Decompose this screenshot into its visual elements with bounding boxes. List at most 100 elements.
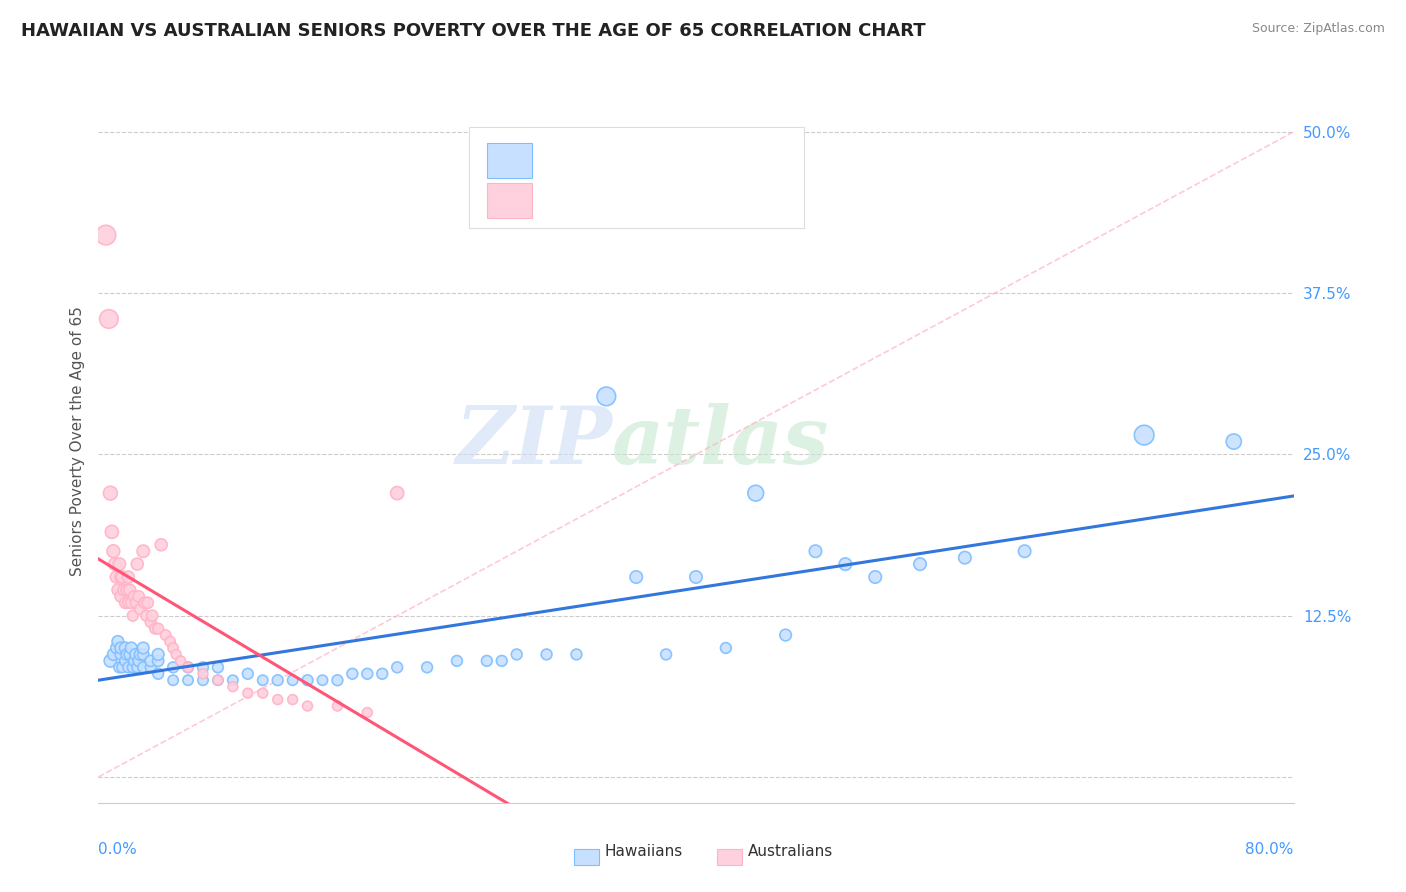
Point [136,596,159,610]
Point [110,570,132,584]
Point [104,557,127,571]
Point [105,570,128,584]
Point [132,660,155,674]
Point [356,706,378,720]
Point [506,648,529,662]
Point [148,666,170,681]
Point [281,692,304,706]
Point [125,648,148,662]
Point [834,557,856,571]
Point [267,692,290,706]
Point [626,570,648,584]
Point [236,666,259,681]
Point [132,544,155,558]
Text: R =: R = [547,191,585,210]
Point [110,640,132,655]
Text: N =: N = [661,191,700,210]
Point [385,660,409,674]
Point [446,654,468,668]
Point [1223,434,1246,449]
Point [134,596,156,610]
FancyBboxPatch shape [470,128,804,228]
Point [129,602,152,616]
Point [101,524,124,539]
Point [342,666,364,681]
Text: Australians: Australians [748,845,834,859]
Text: N =: N = [661,152,700,169]
Point [311,673,333,688]
Point [155,628,177,642]
Text: atlas: atlas [613,403,830,480]
Text: 0.353: 0.353 [585,152,641,169]
Point [107,582,129,597]
Point [775,628,797,642]
Point [159,634,181,648]
Point [252,673,274,688]
Point [745,486,768,500]
Point [110,590,132,604]
Point [139,660,162,674]
Point [103,648,125,662]
Point [105,640,128,655]
Text: 51: 51 [699,191,723,210]
Text: Source: ZipAtlas.com: Source: ZipAtlas.com [1251,22,1385,36]
Point [191,666,214,681]
Point [150,538,173,552]
Point [655,648,678,662]
Point [118,582,141,597]
Point [475,654,498,668]
Text: HAWAIIAN VS AUSTRALIAN SENIORS POVERTY OVER THE AGE OF 65 CORRELATION CHART: HAWAIIAN VS AUSTRALIAN SENIORS POVERTY O… [21,22,925,40]
Point [222,680,245,694]
Point [125,596,148,610]
Point [121,608,143,623]
Point [191,660,214,674]
Point [565,648,588,662]
Point [118,648,141,662]
Point [114,654,136,668]
Text: 80.0%: 80.0% [1246,841,1294,856]
Point [121,660,143,674]
Point [120,596,142,610]
Point [804,544,827,558]
Point [103,544,125,558]
Point [165,648,187,662]
Point [117,570,139,584]
Y-axis label: Seniors Poverty Over the Age of 65: Seniors Poverty Over the Age of 65 [69,307,84,576]
Point [326,673,349,688]
FancyBboxPatch shape [486,183,533,218]
Point [124,590,146,604]
Point [222,673,245,688]
Point [127,660,149,674]
Point [97,312,120,326]
Point [148,654,170,668]
Point [117,596,139,610]
Point [148,622,170,636]
Point [908,557,931,571]
Point [115,648,138,662]
Point [385,486,409,500]
Point [953,550,976,565]
Point [98,654,122,668]
Point [124,654,146,668]
Point [114,596,136,610]
Point [356,666,378,681]
Point [114,640,136,655]
Point [207,673,229,688]
Point [117,660,139,674]
Point [108,660,131,674]
Point [132,648,155,662]
Point [115,582,138,597]
Text: 71: 71 [699,152,723,169]
Point [714,640,737,655]
Point [139,654,162,668]
Point [416,660,439,674]
Point [491,654,513,668]
Point [135,608,157,623]
Point [281,673,304,688]
Point [595,389,617,403]
Point [141,608,163,623]
Point [177,673,200,688]
Point [128,590,150,604]
Point [107,634,129,648]
Point [127,557,149,571]
